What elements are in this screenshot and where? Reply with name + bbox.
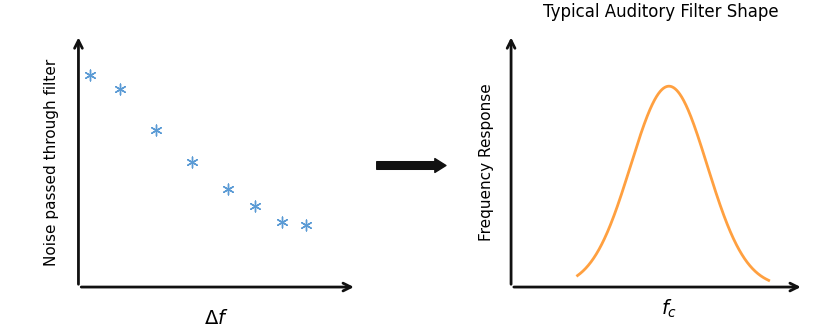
Point [299,222,312,227]
Point [114,86,127,92]
Point [275,219,288,224]
Text: Frequency Response: Frequency Response [479,83,494,241]
Text: $f_c$: $f_c$ [661,298,677,320]
Point [248,203,262,208]
Point [84,73,97,78]
Text: Noise passed through filter: Noise passed through filter [44,59,59,266]
Point [150,127,163,132]
Text: $\Delta f$: $\Delta f$ [204,309,229,328]
Text: Typical Auditory Filter Shape: Typical Auditory Filter Shape [543,3,779,21]
Point [185,160,199,165]
Point [221,187,234,192]
